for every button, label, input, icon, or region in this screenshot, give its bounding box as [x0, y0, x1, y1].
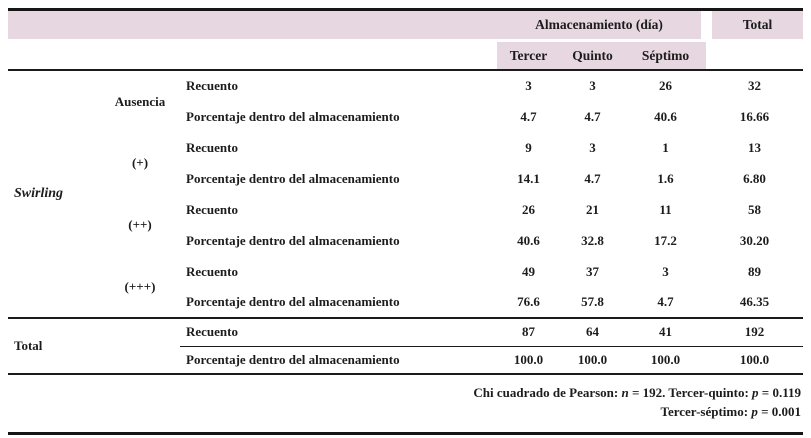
measure-label: Recuento [186, 78, 238, 93]
note-stat-symbol: p [751, 404, 758, 419]
value-total: 30.20 [739, 232, 770, 248]
value-septimo: 1 [662, 139, 669, 155]
header-spacer-band [8, 11, 497, 39]
column-total-label: Total [712, 11, 804, 39]
table-row-total: Porcentaje dentro del almacenamiento 100… [8, 346, 804, 375]
category-label: (+++) [124, 278, 156, 294]
value-septimo: 100.0 [625, 346, 707, 375]
value-total: 192 [706, 317, 804, 347]
value-septimo: 40.6 [654, 108, 677, 124]
value-total: 6.80 [743, 170, 766, 186]
value-septimo: 3 [662, 263, 669, 279]
value-tercer: 49 [522, 263, 535, 279]
value-total: 100.0 [706, 346, 804, 375]
row-group-label: Swirling [14, 186, 64, 201]
total-row-label: Total [8, 317, 180, 375]
value-septimo: 17.2 [654, 232, 677, 248]
value-total: 58 [748, 201, 762, 217]
table-row: (+) Recuento 9 3 1 13 [8, 132, 803, 171]
value-quinto: 57.8 [581, 294, 604, 309]
column-header-label: Quinto [560, 42, 625, 68]
value-septimo: 1.6 [657, 170, 674, 186]
value-total: 16.66 [739, 108, 770, 124]
value-tercer: 100.0 [497, 346, 560, 375]
measure-label: Recuento [180, 317, 497, 347]
value-tercer: 9 [525, 139, 532, 155]
value-tercer: 26 [522, 201, 535, 217]
p-value-note: Tercer-séptimo: p = 0.001 [8, 404, 801, 420]
measure-label: Porcentaje dentro del almacenamiento [186, 108, 400, 124]
value-tercer: 40.6 [517, 232, 540, 248]
column-header-tercer: Tercer [497, 42, 560, 71]
value-tercer: 76.6 [517, 294, 540, 309]
header-row-group: Almacenamiento (día) Total [8, 10, 804, 43]
value-quinto: 21 [586, 201, 599, 217]
value-quinto: 100.0 [560, 346, 625, 375]
bottom-rule [8, 432, 803, 435]
header-total-cell: Total [706, 10, 804, 43]
value-septimo: 4.7 [657, 294, 674, 309]
measure-label: Porcentaje dentro del almacenamiento [186, 232, 400, 248]
value-quinto: 4.7 [584, 108, 601, 124]
measure-label: Recuento [186, 201, 238, 217]
value-tercer: 14.1 [517, 170, 540, 186]
category-label: (++) [128, 217, 152, 232]
value-quinto: 4.7 [584, 170, 601, 186]
crosstab-table: Almacenamiento (día) Total Tercer Quinto… [8, 8, 804, 375]
value-septimo: 26 [659, 78, 672, 93]
note-text: Chi cuadrado de Pearson: [473, 385, 622, 400]
value-total: 13 [748, 139, 762, 155]
value-tercer: 87 [497, 317, 560, 347]
value-quinto: 3 [589, 139, 596, 155]
measure-label: Porcentaje dentro del almacenamiento [186, 170, 400, 186]
table-row: Porcentaje dentro del almacenamiento 14.… [8, 163, 803, 194]
value-total: 32 [748, 78, 762, 93]
column-header-label: Séptimo [625, 42, 707, 68]
column-header-quinto: Quinto [560, 42, 625, 71]
table-footnotes: Chi cuadrado de Pearson: n = 192. Tercer… [8, 375, 803, 425]
category-label: Ausencia [114, 93, 166, 109]
table-row: Swirling Ausencia Recuento 3 3 26 32 [8, 70, 803, 201]
column-header-label: Tercer [497, 42, 560, 68]
note-text: = 0.001 [757, 404, 801, 419]
header-spacer [8, 10, 497, 43]
note-text: Tercer-séptimo: [660, 404, 752, 419]
value-septimo: 41 [625, 317, 707, 347]
column-group-title: Almacenamiento (día) [497, 11, 702, 39]
table-row: (++) Recuento 26 21 11 58 [8, 194, 803, 233]
value-septimo: 11 [659, 201, 672, 217]
value-quinto: 37 [586, 263, 599, 279]
value-quinto: 32.8 [581, 232, 604, 248]
value-quinto: 3 [589, 78, 596, 93]
value-tercer: 3 [525, 78, 532, 93]
value-quinto: 64 [560, 317, 625, 347]
header-group-cell: Almacenamiento (día) [497, 10, 706, 43]
table-row: Porcentaje dentro del almacenamiento 4.7… [8, 101, 803, 132]
header-empty [8, 42, 497, 71]
column-header-septimo: Séptimo [625, 42, 707, 71]
chi-square-note: Chi cuadrado de Pearson: n = 192. Tercer… [8, 385, 801, 401]
value-total: 89 [748, 263, 762, 279]
table-row-total: Total Recuento 87 64 41 192 [8, 317, 804, 375]
note-text: = 0.119 [758, 385, 801, 400]
measure-label: Recuento [186, 139, 238, 155]
value-tercer: 4.7 [520, 108, 537, 124]
header-row-days: Tercer Quinto Séptimo [8, 42, 804, 71]
measure-label: Porcentaje dentro del almacenamiento [180, 346, 497, 375]
note-text: = 192. Tercer-quinto: [628, 385, 753, 400]
note-stat-symbol: p [752, 385, 759, 400]
measure-label: Recuento [186, 263, 238, 279]
table-row: (+++) Recuento 49 37 3 89 [8, 256, 803, 294]
header-empty [706, 42, 804, 71]
note-stat-symbol: n [621, 385, 629, 400]
table-row: Porcentaje dentro del almacenamiento 40.… [8, 225, 803, 256]
measure-label: Porcentaje dentro del almacenamiento [186, 294, 400, 309]
value-total: 46.35 [739, 294, 770, 309]
category-label: (+) [131, 155, 149, 170]
table-row: Porcentaje dentro del almacenamiento 76.… [8, 287, 803, 318]
